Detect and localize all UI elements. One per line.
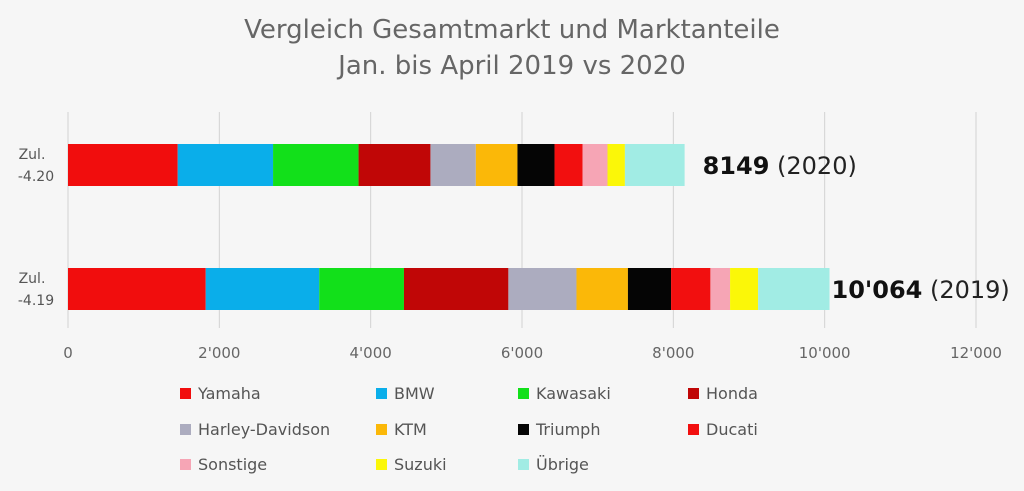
x-tick-label-2: 4'000 (350, 344, 392, 362)
legend-label-yamaha: Yamaha (197, 384, 261, 403)
total-value-1: 10'064 (832, 276, 923, 304)
total-label-0: 8149 (2020) (703, 152, 857, 180)
legend-swatch-ktm (376, 424, 387, 435)
legend-label-bmw: BMW (394, 384, 435, 403)
total-year-1: (2019) (922, 276, 1009, 304)
x-tick-label-6: 12'000 (950, 344, 1002, 362)
legend-label-kawasaki: Kawasaki (536, 384, 611, 403)
bar-segment-bmw-0 (177, 144, 274, 186)
legend-swatch-yamaha (180, 388, 191, 399)
category-label-1-line2: -4.19 (18, 293, 54, 309)
x-tick-label-3: 6'000 (501, 344, 543, 362)
chart-title: Vergleich Gesamtmarkt und Marktanteile J… (0, 12, 1024, 84)
bar-segment-ducati-1 (671, 268, 711, 310)
legend-swatch-triumph (518, 424, 529, 435)
legend-label-triumph: Triumph (535, 420, 600, 439)
bar-segment-ktm-0 (475, 144, 518, 186)
bar-segment-yamaha-0 (68, 144, 178, 186)
bar-segment-yamaha-1 (68, 268, 206, 310)
bar-segment-kawasaki-0 (273, 144, 359, 186)
bar-segment-suzuki-0 (607, 144, 625, 186)
legend-label-harley-davidson: Harley-Davidson (198, 420, 330, 439)
x-tick-label-0: 0 (63, 344, 73, 362)
bar-segment-honda-0 (358, 144, 431, 186)
legend-label-ktm: KTM (394, 420, 427, 439)
legend-label--brige: Übrige (536, 455, 589, 474)
bar-segment-kawasaki-1 (319, 268, 404, 310)
legend-swatch-honda (688, 388, 699, 399)
bar-segment-ducati-0 (554, 144, 583, 186)
total-label-1: 10'064 (2019) (832, 276, 1010, 304)
legend-swatch-ducati (688, 424, 699, 435)
legend-label-ducati: Ducati (706, 420, 758, 439)
legend-swatch-suzuki (376, 459, 387, 470)
x-tick-label-4: 8'000 (652, 344, 694, 362)
legend-swatch-harley-davidson (180, 424, 191, 435)
bar-segment-harley-davidson-0 (430, 144, 476, 186)
bar-segment--brige-1 (758, 268, 830, 310)
legend-swatch-kawasaki (518, 388, 529, 399)
legend-swatch--brige (518, 459, 529, 470)
x-tick-label-1: 2'000 (198, 344, 240, 362)
bar-segment-harley-davidson-1 (508, 268, 577, 310)
bar-segment-ktm-1 (576, 268, 628, 310)
total-year-0: (2020) (769, 152, 856, 180)
legend-label-sonstige: Sonstige (198, 455, 267, 474)
legend-label-suzuki: Suzuki (394, 455, 447, 474)
bar-segment-triumph-1 (627, 268, 672, 310)
legend-swatch-sonstige (180, 459, 191, 470)
legend-label-honda: Honda (706, 384, 758, 403)
chart-title-line1: Vergleich Gesamtmarkt und Marktanteile (244, 15, 780, 45)
bar-segment-sonstige-1 (710, 268, 731, 310)
chart-title-line2: Jan. bis April 2019 vs 2020 (338, 51, 686, 81)
total-value-0: 8149 (703, 152, 770, 180)
bar-segment-suzuki-1 (730, 268, 759, 310)
category-label-1-line1: Zul. (19, 271, 46, 287)
category-label-0-line2: -4.20 (18, 169, 54, 185)
bar-segment--brige-0 (624, 144, 685, 186)
bar-segment-triumph-0 (517, 144, 555, 186)
bar-segment-bmw-1 (205, 268, 320, 310)
bar-segment-sonstige-0 (582, 144, 608, 186)
x-tick-label-5: 10'000 (799, 344, 851, 362)
legend-swatch-bmw (376, 388, 387, 399)
category-label-0-line1: Zul. (19, 147, 46, 163)
bar-segment-honda-1 (403, 268, 509, 310)
